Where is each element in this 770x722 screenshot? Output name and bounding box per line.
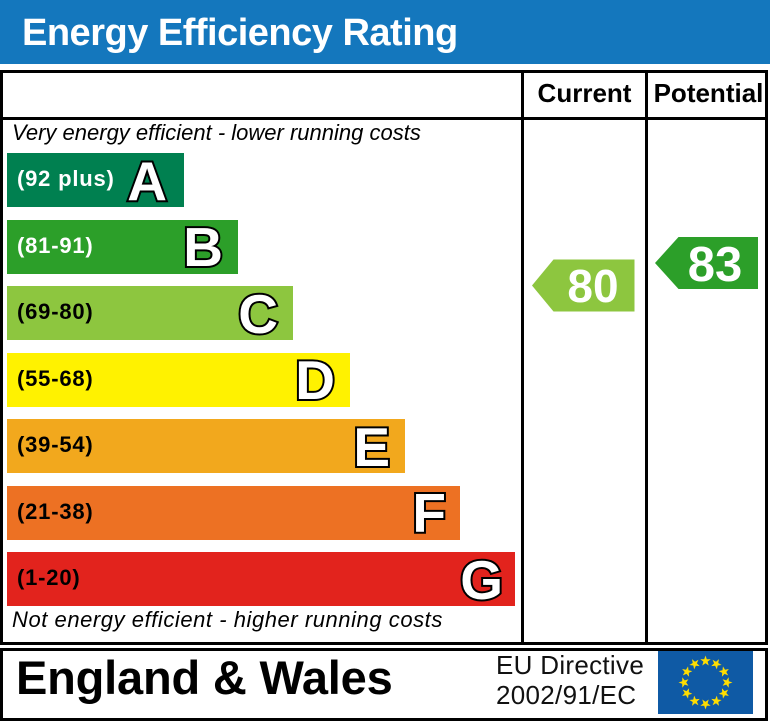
- svg-text:C: C: [238, 283, 278, 345]
- svg-text:B: B: [183, 216, 223, 278]
- svg-text:G: G: [460, 549, 503, 611]
- svg-text:A: A: [127, 150, 167, 212]
- svg-text:F: F: [412, 482, 446, 544]
- svg-text:80: 80: [567, 260, 618, 312]
- svg-text:E: E: [353, 416, 390, 478]
- svg-text:83: 83: [688, 238, 743, 292]
- svg-text:D: D: [295, 349, 335, 411]
